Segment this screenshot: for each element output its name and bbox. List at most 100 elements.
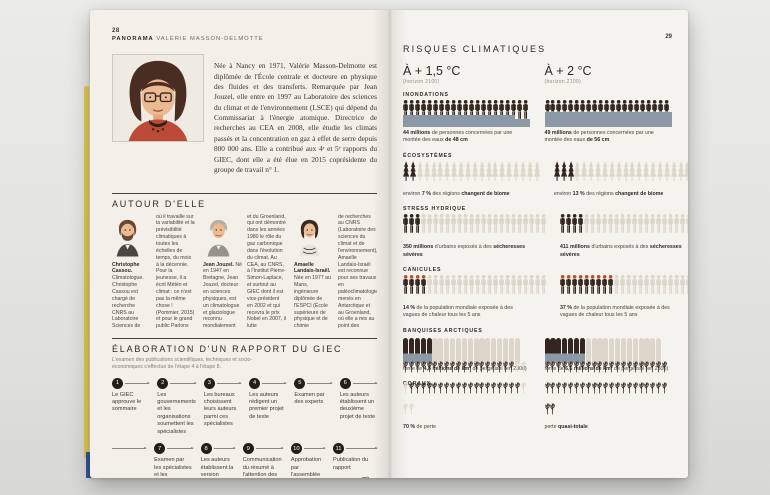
pictogram-icon (544, 359, 550, 379)
pictogram-icon (439, 273, 444, 302)
pictogram-icon (426, 359, 432, 379)
coral-icon (503, 382, 508, 394)
person-icon (602, 275, 607, 294)
ice-column-icon (502, 337, 509, 363)
tree-icon (656, 161, 664, 181)
pictogram-icon (491, 359, 497, 379)
person-icon (522, 214, 528, 233)
pictogram-icon (403, 159, 410, 188)
person-icon (566, 275, 572, 294)
person-icon (498, 214, 504, 233)
pictogram-icon (627, 380, 632, 400)
pictogram-icon (621, 359, 626, 379)
pictogram-icon (608, 159, 615, 188)
risk-section: INONDATIONS 44 millions de personnes conc… (403, 92, 672, 145)
coral-icon (627, 361, 632, 373)
pictogram-icon (533, 159, 540, 188)
coral-icon (662, 382, 667, 394)
person-icon (439, 275, 444, 294)
tree-icon (643, 161, 650, 181)
risk-cell: 49 millions de personnes concernées par … (544, 100, 673, 145)
step-number: 11 (333, 443, 344, 455)
risk-caption: perte quasi-totale (544, 424, 588, 431)
risk-section: ÉCOSYSTÈMES environ 7 % des régions chang… (403, 153, 688, 198)
step-label: Approbation par l'assemblée plénière du … (290, 457, 322, 478)
risk-section-label: CORAUX (403, 381, 431, 388)
tree-icon (464, 161, 472, 181)
pictogram-icon (632, 380, 638, 400)
coral-icon (662, 361, 667, 373)
step-label: Les auteurs établissent la version défin… (200, 457, 234, 478)
person-icon (572, 275, 577, 294)
coral-icon (644, 361, 650, 373)
pictogram-icon (544, 401, 550, 421)
profile-christophe-cassou: Christophe Cassou. Climatologue. Christo… (112, 214, 195, 328)
coral-icon (467, 382, 473, 394)
coral-icon (615, 361, 620, 373)
pictogram-icon (684, 159, 688, 188)
amaelle-portrait-icon (299, 219, 320, 256)
person-icon (510, 275, 516, 294)
coral-icon (568, 382, 573, 394)
pictogram-icon (578, 212, 583, 241)
person-icon (637, 214, 643, 233)
ice-column-icon (579, 337, 585, 363)
pictogram-icon (650, 159, 657, 188)
pictogram-icon (584, 273, 589, 302)
coral-icon (473, 361, 479, 373)
pictogram-icon (403, 212, 409, 241)
person-icon (572, 214, 577, 233)
person-icon (427, 275, 433, 294)
risk-cells: 44 millions de personnes concernées par … (403, 100, 673, 145)
pictogram-icon (673, 273, 679, 302)
giec-step-4: 4 Les auteurs rédigent un premier projet … (249, 377, 288, 437)
tree-icon (526, 161, 533, 181)
person-icon (560, 275, 566, 294)
coral-icon (491, 382, 497, 394)
coral-icon (574, 382, 579, 394)
ice-column-icon (638, 337, 644, 363)
person-icon (457, 275, 462, 294)
ice-column-icon (550, 337, 556, 363)
person-icon (469, 214, 474, 233)
pictogram-icon (463, 212, 468, 241)
coral-icon (462, 382, 467, 394)
pictogram-icon (667, 212, 673, 241)
pictogram-icon (596, 212, 601, 241)
coral-icon (591, 382, 597, 394)
coral-icon (514, 382, 520, 394)
pictogram-icon (415, 380, 420, 400)
scenario-horizon: (horizon 2100) (544, 79, 581, 85)
pictogram-icon (650, 380, 656, 400)
giec-step-7: 7 Examen par les spécialistes et les gouv… (154, 443, 194, 478)
coral-icon (438, 361, 444, 373)
coral-icon (456, 382, 461, 394)
person-icon (433, 275, 439, 294)
pictogram-icon (432, 359, 438, 379)
pictogram-icon (574, 380, 579, 400)
risk-section-label: INONDATIONS (403, 92, 449, 98)
pictogram-icon (562, 380, 568, 400)
pictogram-icon (540, 273, 546, 302)
person-icon (560, 214, 566, 233)
pictogram-icon (568, 380, 573, 400)
coral-icon (409, 361, 414, 373)
kicker-section: PANORAMA (112, 36, 154, 42)
pictogram-icon (615, 380, 620, 400)
person-icon (463, 214, 468, 233)
person-icon (451, 214, 456, 233)
pictogram-icon (416, 159, 423, 188)
coral-icon (403, 361, 408, 373)
pictogram-icon (403, 359, 408, 379)
scenario-horizon: (horizon 2100) (403, 79, 440, 85)
tree-icon (650, 161, 657, 181)
profile-col-b: de recherches au CNRS (Laboratoire des s… (338, 214, 377, 328)
coral-icon (420, 382, 426, 394)
coral-icon (497, 382, 502, 394)
person-icon (655, 275, 661, 294)
pictogram-icon (456, 380, 461, 400)
ice-column-icon (585, 337, 591, 363)
person-icon (498, 275, 504, 294)
pictogram-icon (450, 380, 455, 400)
person-icon (534, 275, 540, 294)
